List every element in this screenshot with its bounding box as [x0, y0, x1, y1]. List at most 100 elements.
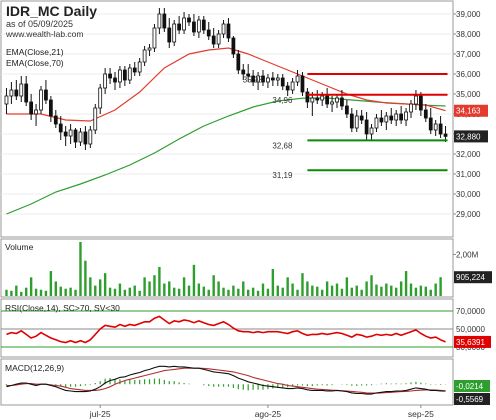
volume-last-tag-label: 905,224	[456, 273, 485, 282]
candle	[73, 128, 78, 148]
chart-title: IDR_MC Daily	[6, 3, 97, 19]
candle	[226, 18, 231, 42]
candle	[359, 110, 364, 124]
candle	[48, 96, 53, 122]
candle	[29, 94, 34, 120]
macd-last-tag-label: -0,0214	[456, 382, 484, 391]
candle-body	[78, 131, 83, 143]
candle	[300, 72, 305, 96]
volume-bar	[44, 290, 48, 296]
last-value-tag: 32,880	[454, 130, 488, 143]
volume-bar	[148, 281, 151, 296]
candle-body	[24, 83, 29, 103]
chart-website: www.wealth-lab.com	[5, 29, 83, 39]
price-last-value-labels: 34,163 32,880	[454, 104, 488, 143]
candle-body	[83, 131, 88, 145]
candle	[192, 14, 196, 36]
rsi-y-tick-label: 50,0000	[456, 325, 485, 334]
level-label: 35,98	[243, 75, 264, 84]
candle	[63, 126, 68, 146]
candle-body	[113, 77, 117, 83]
price-y-tick-label: 39,000	[456, 10, 481, 19]
rsi-series	[6, 315, 446, 344]
volume-bar	[39, 289, 43, 296]
candle-body	[364, 119, 369, 135]
candle	[266, 74, 270, 88]
candle	[354, 110, 359, 132]
candle	[315, 90, 320, 104]
volume-bar	[414, 287, 418, 296]
candle	[310, 92, 315, 116]
volume-last-label: 905,224	[454, 271, 492, 284]
volume-bar	[316, 286, 319, 296]
candle-body	[58, 123, 63, 133]
candle-body	[182, 17, 186, 31]
candle-body	[251, 75, 256, 83]
candle-body	[9, 89, 14, 97]
candle-body	[73, 129, 78, 143]
macd-last-tag-label: -0,5569	[456, 395, 484, 404]
price-y-tick-label: 29,000	[456, 210, 481, 219]
candle-body	[418, 95, 423, 111]
x-axis: jul-25 ago-25 sep-25	[89, 405, 434, 419]
price-y-tick-label: 36,000	[456, 70, 481, 79]
candle-body	[162, 13, 167, 29]
volume-bar	[330, 285, 334, 296]
x-tick-label: jul-25	[89, 409, 111, 419]
candle	[88, 126, 93, 148]
last-value-tag: 34,163	[454, 104, 488, 117]
price-panel: 29,00030,00031,00032,00033,00034,00035,0…	[0, 0, 488, 238]
volume-bar	[399, 281, 403, 296]
candle-body	[389, 115, 394, 121]
candle	[103, 68, 108, 94]
volume-bar	[163, 283, 166, 296]
candle	[270, 72, 275, 86]
candle-body	[414, 95, 418, 105]
volume-bar	[54, 281, 57, 296]
macd-series	[5, 365, 447, 395]
volume-bar	[256, 290, 260, 296]
volume-bar	[143, 277, 146, 296]
level-label: 32,68	[272, 141, 293, 150]
volume-bar	[197, 283, 201, 296]
candle-body	[275, 77, 280, 81]
rsi-title: RSI(Close,14), SC>70, SV<30	[5, 303, 120, 313]
volume-bar	[237, 288, 240, 296]
rsi-y-tick-label: 70,0000	[456, 307, 485, 316]
volume-bar	[365, 281, 368, 296]
macd-last-tag-bg	[454, 393, 490, 405]
candle-body	[290, 81, 295, 91]
candle	[147, 44, 152, 56]
last-value-tag-bg	[454, 104, 488, 117]
volume-bar	[20, 291, 23, 296]
candle-body	[206, 29, 211, 37]
candle-body	[226, 23, 231, 39]
legend-ema21: EMA(Close,21)	[6, 47, 64, 57]
volume-bar	[64, 288, 67, 296]
rsi-last-tag-bg	[454, 335, 491, 348]
candle	[428, 108, 433, 134]
volume-bar	[355, 285, 358, 296]
x-tick-label: sep-25	[408, 409, 434, 419]
candle-body	[177, 23, 182, 31]
volume-bar	[138, 290, 141, 296]
volume-bars	[5, 242, 456, 296]
support-resistance-levels: 35,98 34,96 32,68 31,19	[243, 73, 448, 180]
volume-bar	[286, 277, 289, 296]
macd-signal-line	[6, 367, 446, 394]
candle	[132, 62, 137, 76]
candle-body	[118, 69, 122, 83]
candle	[118, 66, 122, 88]
volume-bar	[232, 285, 235, 296]
volume-bar	[439, 277, 442, 296]
macd-panel: MACD(12,26,9) -0,0214 -0,5569	[0, 358, 490, 406]
candle-body	[384, 115, 389, 123]
candle-body	[310, 97, 315, 103]
price-y-tick-label: 38,000	[456, 30, 481, 39]
candle-body	[399, 113, 404, 121]
candle-body	[241, 69, 246, 75]
candle	[187, 14, 191, 26]
candle	[280, 74, 285, 90]
candle-body	[335, 97, 339, 103]
volume-bar	[251, 287, 255, 296]
